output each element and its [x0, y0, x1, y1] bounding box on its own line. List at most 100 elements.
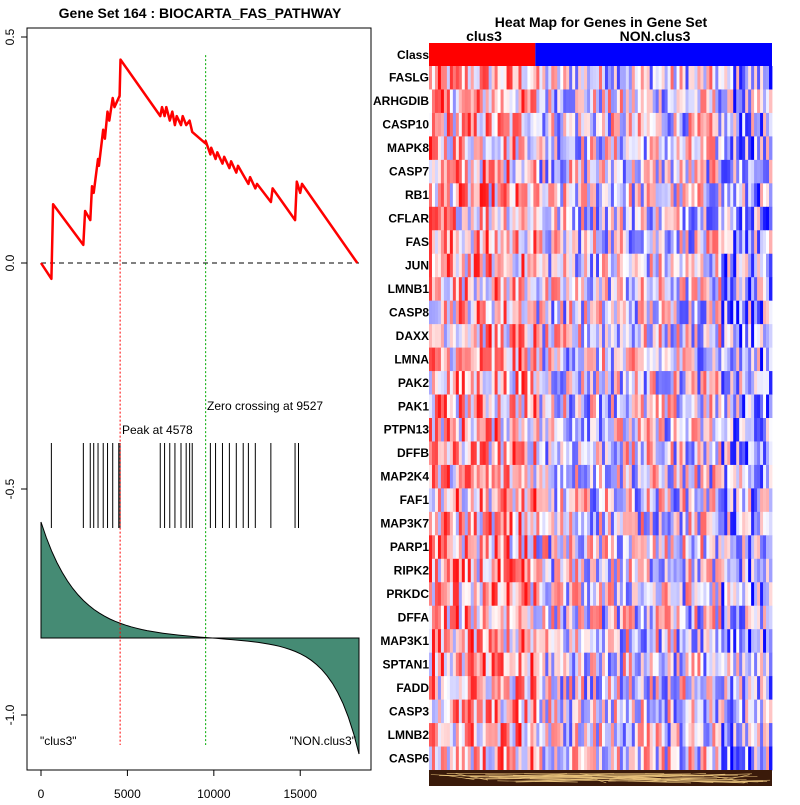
heatmap-cell — [432, 113, 435, 137]
heatmap-cell — [739, 418, 742, 442]
heatmap-cell — [638, 301, 641, 325]
heatmap-cell — [700, 723, 703, 747]
heatmap-cell — [530, 371, 533, 395]
heatmap-cell — [533, 653, 536, 677]
heatmap-cell — [751, 700, 754, 724]
heatmap-cell — [516, 113, 519, 137]
heatmap-cell — [605, 676, 608, 700]
heatmap-cell — [608, 512, 611, 536]
heatmap-cell — [712, 160, 715, 184]
heatmap-cell — [677, 629, 680, 653]
heatmap-cell — [566, 441, 569, 465]
heatmap-cell — [656, 512, 659, 536]
heatmap-cell — [566, 676, 569, 700]
heatmap-cell — [709, 512, 712, 536]
heatmap-cell — [697, 136, 700, 160]
heatmap-cell — [718, 113, 721, 137]
heatmap-cell — [730, 606, 733, 630]
heatmap-cell — [745, 66, 748, 90]
gene-label: CASP10 — [382, 118, 429, 132]
heatmap-cell — [605, 512, 608, 536]
heatmap-cell — [510, 723, 513, 747]
heatmap-cell — [438, 395, 441, 419]
heatmap-cell — [596, 629, 599, 653]
heatmap-cell — [766, 324, 769, 348]
heatmap-cell — [709, 277, 712, 301]
heatmap-cell — [542, 582, 545, 606]
heatmap-cell — [453, 465, 456, 489]
heatmap-cell — [742, 582, 745, 606]
heatmap-cell — [754, 113, 757, 137]
heatmap-cell — [498, 136, 501, 160]
heatmap-cell — [635, 559, 638, 583]
heatmap-cell — [602, 113, 605, 137]
heatmap-cell — [736, 512, 739, 536]
heatmap-cell — [435, 418, 438, 442]
heatmap-cell — [557, 183, 560, 207]
heatmap-cell — [706, 277, 709, 301]
heatmap-cell — [575, 418, 578, 442]
heatmap-cell — [697, 277, 700, 301]
heatmap-cell — [557, 512, 560, 536]
heatmap-cell — [513, 512, 516, 536]
heatmap-cell — [462, 160, 465, 184]
heatmap-cell — [465, 113, 468, 137]
heatmap-cell — [659, 676, 662, 700]
heatmap-cell — [492, 512, 495, 536]
heatmap-cell — [656, 301, 659, 325]
heatmap-cell — [521, 301, 524, 325]
zero-crossing-label: Zero crossing at 9527 — [207, 399, 323, 413]
x-tick-label: 15000 — [284, 787, 318, 800]
heatmap-cell — [507, 136, 510, 160]
heatmap-cell — [632, 207, 635, 231]
heatmap-cell — [709, 700, 712, 724]
heatmap-cell — [557, 89, 560, 113]
heatmap-cell — [501, 348, 504, 372]
heatmap-cell — [641, 606, 644, 630]
heatmap-cell — [548, 723, 551, 747]
heatmap-cell — [551, 160, 554, 184]
heatmap-cell — [626, 488, 629, 512]
heatmap-cell — [435, 301, 438, 325]
heatmap-cell — [584, 465, 587, 489]
heatmap-cell — [623, 348, 626, 372]
heatmap-cell — [671, 676, 674, 700]
heatmap-cell — [617, 136, 620, 160]
heatmap-cell — [474, 512, 477, 536]
heatmap-cell — [665, 559, 668, 583]
heatmap-cell — [468, 348, 471, 372]
heatmap-cell — [677, 277, 680, 301]
heatmap-cell — [560, 723, 563, 747]
heatmap-cell — [533, 301, 536, 325]
heatmap-cell — [620, 676, 623, 700]
heatmap-cell — [471, 160, 474, 184]
heatmap-cell — [688, 183, 691, 207]
heatmap-cell — [504, 324, 507, 348]
heatmap-cell — [605, 582, 608, 606]
heatmap-cell — [459, 582, 462, 606]
heatmap-cell — [536, 207, 539, 231]
heatmap-cell — [766, 582, 769, 606]
heatmap-cell — [504, 183, 507, 207]
heatmap-cell — [578, 254, 581, 278]
heatmap-cell — [554, 582, 557, 606]
heatmap-cell — [674, 324, 677, 348]
heatmap-cell — [665, 113, 668, 137]
heatmap-cell — [450, 700, 453, 724]
heatmap-cell — [662, 230, 665, 254]
heatmap-cell — [429, 395, 432, 419]
heatmap-cell — [447, 136, 450, 160]
heatmap-cell — [566, 324, 569, 348]
heatmap-cell — [686, 371, 689, 395]
heatmap-cell — [623, 747, 626, 771]
heatmap-cell — [706, 254, 709, 278]
heatmap-cell — [641, 700, 644, 724]
heatmap-cell — [429, 512, 432, 536]
heatmap-cell — [471, 488, 474, 512]
heatmap-cell — [635, 441, 638, 465]
heatmap-cell — [596, 606, 599, 630]
heatmap-cell — [662, 277, 665, 301]
heatmap-cell — [593, 512, 596, 536]
heatmap-cell — [527, 535, 530, 559]
heatmap-cell — [560, 66, 563, 90]
